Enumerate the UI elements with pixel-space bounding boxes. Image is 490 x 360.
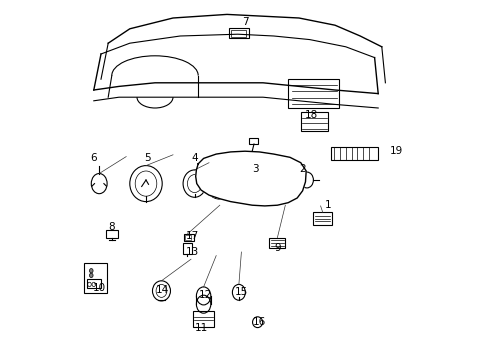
Bar xyxy=(184,234,194,241)
Bar xyxy=(314,212,332,225)
Bar xyxy=(288,79,339,108)
Text: 16: 16 xyxy=(253,317,266,327)
Text: 15: 15 xyxy=(235,287,248,297)
Bar xyxy=(331,147,378,160)
Text: 1: 1 xyxy=(324,200,331,210)
Text: 2: 2 xyxy=(299,164,306,174)
Ellipse shape xyxy=(90,269,93,273)
Bar xyxy=(183,243,192,254)
Bar xyxy=(248,138,258,144)
Text: 6: 6 xyxy=(91,153,97,163)
Bar xyxy=(84,263,107,293)
Text: 18: 18 xyxy=(305,110,318,120)
Bar xyxy=(270,238,285,248)
Polygon shape xyxy=(196,151,306,206)
Text: 13: 13 xyxy=(186,247,199,257)
Bar xyxy=(185,235,191,240)
Bar xyxy=(243,180,257,189)
Text: 8: 8 xyxy=(108,222,115,232)
Text: 7: 7 xyxy=(242,17,248,27)
Text: 4: 4 xyxy=(191,153,198,163)
Text: 5: 5 xyxy=(145,153,151,163)
Text: 11: 11 xyxy=(195,323,208,333)
Bar xyxy=(193,311,215,327)
Text: 12: 12 xyxy=(199,290,212,300)
Ellipse shape xyxy=(90,273,93,278)
Text: 14: 14 xyxy=(156,285,169,295)
Text: 17: 17 xyxy=(186,231,199,241)
Bar xyxy=(301,112,328,131)
Text: 10: 10 xyxy=(93,283,106,293)
Bar xyxy=(106,230,118,238)
Text: 19: 19 xyxy=(390,146,403,156)
Text: 3: 3 xyxy=(252,164,259,174)
Bar xyxy=(231,30,245,37)
Bar xyxy=(229,28,248,38)
Text: 9: 9 xyxy=(274,243,281,253)
Bar xyxy=(87,279,101,288)
